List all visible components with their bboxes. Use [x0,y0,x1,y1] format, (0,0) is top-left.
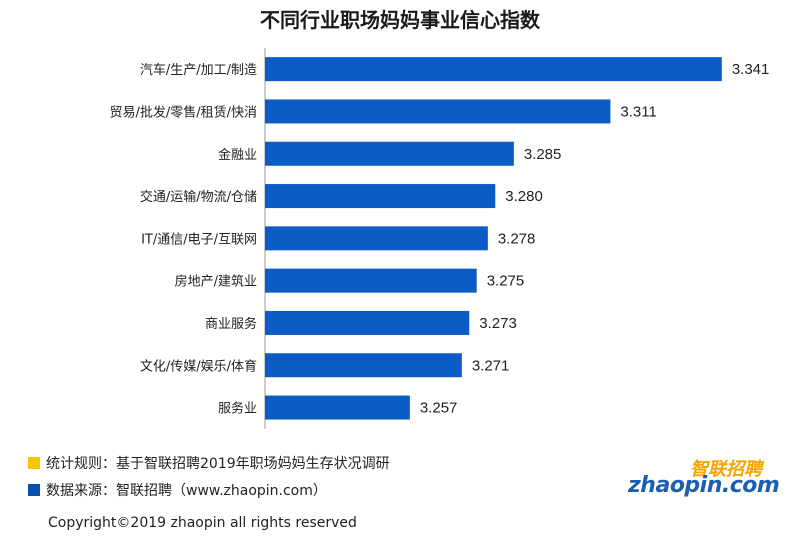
legend-swatch-rule [28,457,40,469]
value-label-8: 3.257 [420,400,458,417]
value-label-7: 3.271 [472,357,510,374]
bar-7 [265,353,462,378]
logo-cn-text: 智联招聘 [690,459,762,480]
category-label-1: 贸易/批发/零售/租赁/快消 [109,104,257,120]
bar-1 [265,99,611,124]
bar-3 [265,184,496,209]
bar-6 [265,310,470,335]
value-label-4: 3.278 [498,230,536,247]
bars-layer: 汽车/生产/加工/制造 3.341 贸易/批发/零售/租赁/快消 3.311 金融业 3.… [109,48,769,429]
value-label-6: 3.273 [479,315,517,332]
bar-4 [265,226,488,251]
value-label-2: 3.285 [524,146,562,163]
category-label-5: 房地产/建筑业 [175,274,257,290]
legend-rule: 统计规则：基于智联招聘2019年职场妈妈生存状况调研 [28,453,390,473]
category-label-7: 文化/传媒/娱乐/体育 [140,358,257,374]
zhaopin-logo: 智联招聘 zhaopin.com [628,455,780,501]
bar-8 [265,395,410,420]
chart-title: 不同行业职场妈妈事业信心指数 [260,8,540,32]
bar-5 [265,268,477,293]
legend-swatch-source [28,484,40,496]
category-label-3: 交通/运输/物流/仓储 [140,189,257,205]
category-label-4: IT/通信/电子/互联网 [141,232,257,247]
category-label-2: 金融业 [218,147,257,163]
bar-0 [265,57,722,82]
value-label-5: 3.275 [487,273,525,290]
legend-source: 数据来源：智联招聘（www.zhaopin.com） [28,480,327,500]
bar-2 [265,141,514,166]
category-label-6: 商业服务 [205,316,257,332]
legend-source-text: 数据来源：智联招聘（www.zhaopin.com） [46,483,327,499]
category-label-0: 汽车/生产/加工/制造 [140,62,257,78]
legend-rule-text: 统计规则：基于智联招聘2019年职场妈妈生存状况调研 [46,456,390,472]
value-label-0: 3.341 [732,61,770,78]
bar-chart: 汽车/生产/加工/制造 3.341 贸易/批发/零售/租赁/快消 3.311 金融业 3.… [109,48,769,429]
logo-en-text: zhaopin.com [628,473,780,498]
value-label-1: 3.311 [620,103,656,120]
category-label-8: 服务业 [218,401,257,417]
value-label-3: 3.280 [505,188,543,205]
copyright: Copyright©2019 zhaopin all rights reserv… [48,515,357,531]
